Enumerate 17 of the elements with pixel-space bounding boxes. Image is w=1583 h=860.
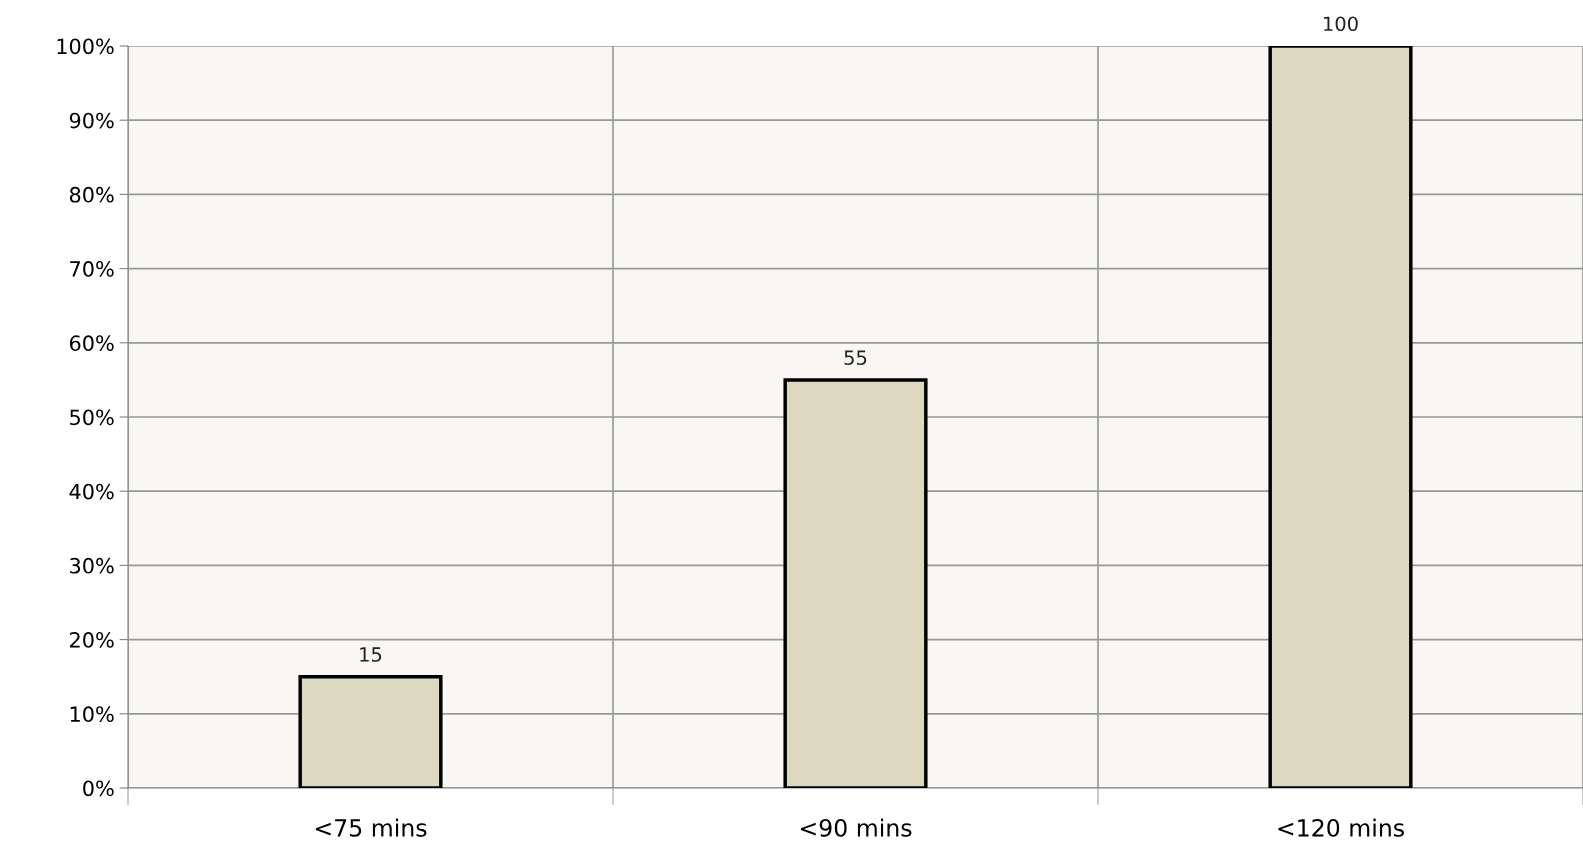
x-tick-label: <75 mins <box>315 818 427 837</box>
y-tick-label: 40% <box>69 483 114 500</box>
y-tick-label: 10% <box>70 706 114 723</box>
y-tick-label: 100% <box>57 38 114 55</box>
data-label: 15 <box>360 647 382 662</box>
y-tick-label: 90% <box>69 112 114 129</box>
y-tick-label: 20% <box>70 632 114 648</box>
x-tick-label: <120 mins <box>1278 818 1404 837</box>
data-label: 100 <box>1324 16 1358 32</box>
y-tick-label: 70% <box>70 261 114 277</box>
y-tick-label: 60% <box>69 335 114 352</box>
y-tick-label: 30% <box>70 557 114 574</box>
x-tick-label: <90 mins <box>800 818 912 837</box>
y-tick-label: 80% <box>69 186 114 203</box>
data-label: 55 <box>844 350 867 366</box>
y-tick-label: 0% <box>83 780 114 797</box>
y-tick-label: 50% <box>70 409 114 426</box>
